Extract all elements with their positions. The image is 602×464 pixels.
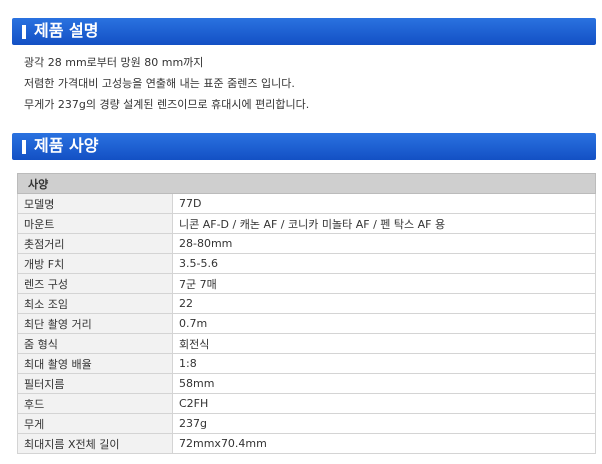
- spec-row: 필터지름 58mm: [17, 373, 596, 394]
- spec-label: 촛점거리: [17, 233, 173, 254]
- spec-label: 모델명: [17, 193, 173, 214]
- spec-row: 개방 F치 3.5-5.6: [17, 253, 596, 274]
- spec-row: 최단 촬영 거리 0.7m: [17, 313, 596, 334]
- spec-row: 무게 237g: [17, 413, 596, 434]
- spec-value: C2FH: [172, 393, 596, 414]
- section-header: 제품 사양: [12, 133, 596, 160]
- spec-label: 최소 조임: [17, 293, 173, 314]
- spec-row: 최소 조임 22: [17, 293, 596, 314]
- section-title: 제품 사양: [34, 136, 99, 155]
- spec-label: 줌 형식: [17, 333, 173, 354]
- spec-label: 개방 F치: [17, 253, 173, 274]
- spec-label: 후드: [17, 393, 173, 414]
- spec-label: 무게: [17, 413, 173, 434]
- spec-value: 니콘 AF-D / 캐논 AF / 코니카 미놀타 AF / 펜 탁스 AF 용: [172, 213, 596, 234]
- spec-row: 마운트 니콘 AF-D / 캐논 AF / 코니카 미놀타 AF / 펜 탁스 A…: [17, 213, 596, 234]
- spec-value: 28-80mm: [172, 233, 596, 254]
- spec-value: 77D: [172, 193, 596, 214]
- spec-value: 3.5-5.6: [172, 253, 596, 274]
- spec-label: 마운트: [17, 213, 173, 234]
- spec-table: 사양 모델명 77D 마운트 니콘 AF-D / 캐논 AF / 코니카 미놀타 AF…: [17, 173, 596, 454]
- description-line: 광각 28 mm로부터 망원 80 mm까지: [24, 56, 204, 69]
- spec-label: 최대지름 X전체 길이: [17, 433, 173, 454]
- spec-value: 58mm: [172, 373, 596, 394]
- table-header: 사양: [17, 173, 596, 194]
- spec-row: 줌 형식 회전식: [17, 333, 596, 354]
- spec-label: 렌즈 구성: [17, 273, 173, 294]
- spec-value: 72mmx70.4mm: [172, 433, 596, 454]
- section-title: 제품 설명: [34, 21, 99, 40]
- spec-row: 최대 촬영 배율 1:8: [17, 353, 596, 374]
- spec-row: 모델명 77D: [17, 193, 596, 214]
- header-marker: [22, 25, 26, 39]
- description-line: 무게가 237g의 경량 설계된 렌즈이므로 휴대시에 편리합니다.: [24, 98, 310, 111]
- spec-value: 회전식: [172, 333, 596, 354]
- section-header: 제품 설명: [12, 18, 596, 45]
- spec-value: 0.7m: [172, 313, 596, 334]
- description-line: 저렴한 가격대비 고성능을 연출해 내는 표준 줌렌즈 입니다.: [24, 77, 295, 90]
- spec-row: 후드 C2FH: [17, 393, 596, 414]
- spec-label: 필터지름: [17, 373, 173, 394]
- spec-row: 최대지름 X전체 길이 72mmx70.4mm: [17, 433, 596, 454]
- spec-label: 최단 촬영 거리: [17, 313, 173, 334]
- spec-value: 22: [172, 293, 596, 314]
- spec-value: 237g: [172, 413, 596, 434]
- spec-label: 최대 촬영 배율: [17, 353, 173, 374]
- spec-value: 7군 7매: [172, 273, 596, 294]
- spec-value: 1:8: [172, 353, 596, 374]
- spec-row: 촛점거리 28-80mm: [17, 233, 596, 254]
- spec-row: 렌즈 구성 7군 7매: [17, 273, 596, 294]
- header-row: 사양: [17, 173, 596, 194]
- header-marker: [22, 140, 26, 154]
